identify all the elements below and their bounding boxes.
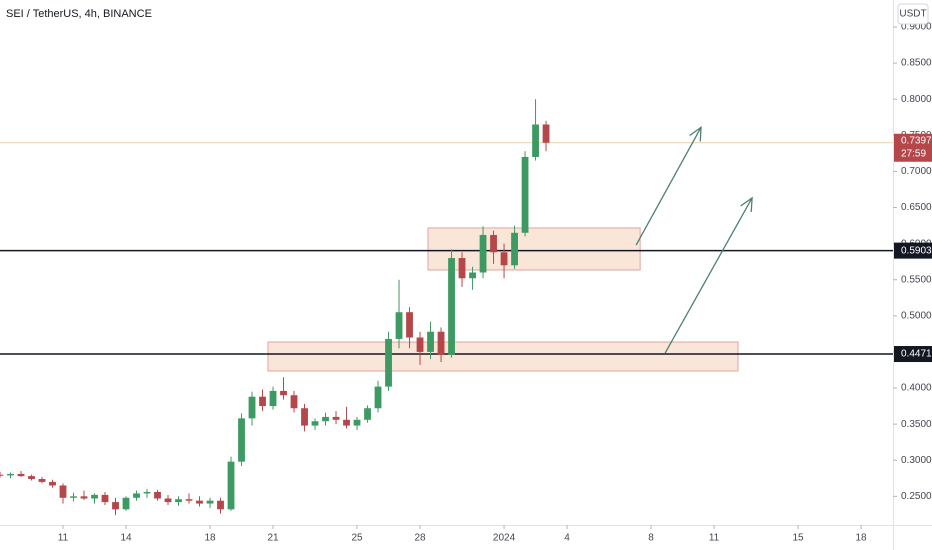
- y-tick-label: 0.7000: [901, 166, 932, 177]
- candle-body: [0, 474, 4, 476]
- candle-body: [112, 502, 119, 510]
- candle-body: [38, 479, 46, 482]
- candle-body: [154, 492, 161, 499]
- x-tick-label: 21: [267, 533, 279, 544]
- y-tick-label: 0.8000: [901, 94, 932, 105]
- arrow-head: [740, 196, 753, 212]
- x-tick-label: 11: [58, 533, 69, 544]
- candle-body: [143, 492, 151, 494]
- y-tick-label: 0.4000: [901, 383, 932, 394]
- candle-body: [101, 494, 109, 503]
- candle-body: [322, 416, 329, 422]
- x-tick-label: 11: [709, 533, 720, 544]
- currency-label: USDT: [899, 9, 926, 20]
- candle-body: [448, 258, 455, 355]
- axes: 0.25000.30000.35000.40000.45000.50000.55…: [58, 22, 932, 544]
- level-label-box: [894, 346, 932, 363]
- candle-body: [469, 272, 476, 279]
- candle-body: [185, 499, 193, 501]
- candle-body: [364, 408, 371, 420]
- x-tick-label: 18: [856, 533, 868, 544]
- zone: [267, 341, 739, 372]
- currency-box[interactable]: [897, 3, 929, 25]
- candle-body: [7, 473, 14, 476]
- arrow-head: [689, 126, 702, 142]
- candle-body: [500, 252, 508, 266]
- candle-body: [28, 476, 35, 480]
- countdown-label: 27:59: [901, 148, 926, 159]
- x-tick-label: 8: [648, 533, 654, 544]
- candle-body: [427, 331, 434, 352]
- candle-body: [49, 481, 56, 486]
- candle-body: [17, 473, 25, 477]
- plot-area: [0, 99, 893, 516]
- x-tick-label: 25: [351, 533, 363, 544]
- candle-body: [248, 396, 256, 419]
- candle-body: [458, 258, 466, 279]
- candle-body: [301, 408, 308, 426]
- candle-body: [133, 493, 140, 498]
- candle-body: [406, 312, 413, 338]
- x-tick-label: 15: [793, 533, 805, 544]
- y-tick-label: 0.6500: [901, 202, 932, 213]
- candle-body: [164, 498, 172, 503]
- candle-body: [332, 416, 340, 420]
- candle-body: [343, 419, 350, 426]
- y-tick-label: 0.3500: [901, 419, 932, 430]
- chart-title: SEI / TetherUS, 4h, BINANCE: [6, 8, 152, 20]
- zone: [427, 227, 641, 271]
- candle-body: [511, 232, 518, 266]
- arrow: [635, 127, 702, 246]
- candle-body: [91, 494, 98, 499]
- candle-body: [490, 234, 497, 253]
- y-tick-label: 0.2500: [901, 491, 932, 502]
- candle-body: [269, 390, 277, 407]
- x-tick-label: 18: [204, 533, 216, 544]
- arrow: [664, 197, 753, 354]
- candle-body: [290, 395, 298, 409]
- candle-body: [122, 497, 130, 510]
- candle-body: [437, 331, 445, 355]
- candle-body: [238, 418, 245, 462]
- candle-body: [80, 496, 88, 499]
- candle-body: [196, 500, 203, 504]
- x-tick-label: 2024: [493, 533, 516, 544]
- level-label: 0.5903: [901, 245, 932, 256]
- x-tick-label: 4: [564, 533, 570, 544]
- candle-body: [542, 124, 550, 143]
- candle-body: [521, 156, 529, 233]
- candle-body: [532, 124, 539, 157]
- candle-body: [217, 500, 224, 510]
- candle-body: [175, 499, 182, 503]
- candle-body: [206, 500, 214, 504]
- candle-body: [395, 312, 403, 339]
- candle-body: [227, 461, 235, 510]
- candle-body: [416, 337, 424, 352]
- candle-body: [59, 485, 67, 498]
- y-tick-label: 0.9000: [901, 22, 932, 33]
- level-label: 0.4471: [901, 349, 932, 360]
- candle-body: [374, 386, 382, 409]
- candle-body: [280, 390, 287, 396]
- x-tick-label: 14: [120, 533, 132, 544]
- last-price-box: [894, 133, 932, 162]
- candle-body: [70, 496, 77, 498]
- candle-body: [385, 338, 392, 387]
- candle-body: [259, 396, 266, 407]
- last-price-label: 0.7397: [901, 135, 932, 146]
- level-label-box: [894, 242, 932, 259]
- candle-body: [311, 421, 319, 426]
- y-tick-label: 0.3000: [901, 455, 932, 466]
- y-tick-label: 0.5000: [901, 310, 932, 321]
- x-tick-label: 28: [414, 533, 426, 544]
- y-tick-label: 0.5500: [901, 274, 932, 285]
- candle-body: [353, 419, 361, 426]
- y-tick-label: 0.8500: [901, 58, 932, 69]
- candle-body: [479, 234, 487, 273]
